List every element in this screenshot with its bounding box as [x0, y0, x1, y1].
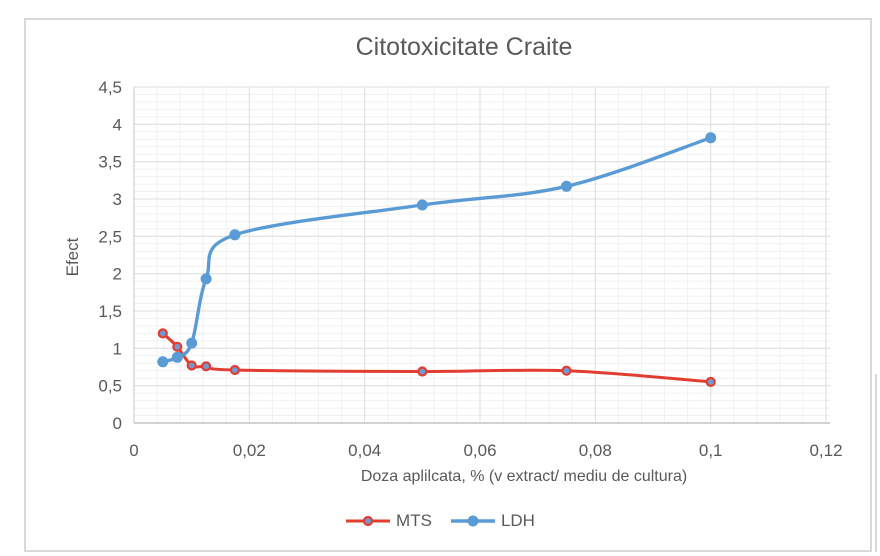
frame-border-fragment	[875, 374, 877, 552]
data-point-marker-ldh	[229, 229, 241, 241]
chart-legend: MTS LDH	[0, 508, 880, 534]
chart-title: Citotoxicitate Craite	[355, 33, 573, 61]
x-tick-label: 0,06	[463, 441, 496, 460]
y-tick-label: 0	[113, 414, 122, 433]
x-tick-label: 0,12	[809, 441, 842, 460]
data-point-marker-mts	[705, 376, 716, 387]
x-tick-label: 0,04	[348, 441, 381, 460]
series-line-ldh	[161, 136, 713, 364]
data-point-marker-ldh	[561, 180, 572, 192]
x-tick-label: 0,02	[233, 441, 266, 460]
y-tick-label: 2,5	[98, 227, 122, 246]
legend-label-mts: MTS	[396, 511, 432, 530]
y-tick-labels: 0 0,5 1 1,5 2 2,5 3 3,5 4 4,5	[98, 78, 122, 433]
data-point-marker-mts	[229, 364, 240, 376]
legend-item-ldh: LDH	[450, 511, 535, 531]
data-point-marker-mts	[157, 328, 168, 339]
data-point-marker-mts	[186, 360, 197, 371]
x-axis-title: Doza aplilcata, % (v extract/ mediu de c…	[360, 468, 688, 485]
data-point-marker-mts	[201, 361, 212, 372]
data-point-marker-ldh	[416, 199, 428, 211]
y-tick-label: 3,5	[98, 153, 122, 172]
y-tick-label: 1	[113, 339, 122, 358]
y-axis-title: Efect	[63, 237, 82, 277]
data-point-marker-ldh	[200, 273, 212, 285]
data-point-marker-mts	[172, 341, 183, 352]
y-tick-label: 4,5	[98, 78, 122, 97]
x-tick-label: 0,1	[699, 441, 723, 460]
y-tick-label: 0,5	[98, 377, 122, 396]
mts-legend-swatch-icon	[346, 515, 391, 527]
legend-label-ldh: LDH	[500, 511, 535, 530]
x-tick-label: 0,08	[579, 441, 612, 460]
y-tick-label: 1,5	[98, 302, 122, 321]
axis-lines	[133, 87, 830, 424]
y-tick-label: 2	[113, 265, 122, 284]
y-tick-label: 4	[113, 115, 122, 134]
data-point-marker-mts	[561, 365, 572, 376]
y-tick-label: 3	[113, 190, 122, 209]
x-tick-label: 0	[129, 441, 138, 460]
data-point-marker-ldh	[157, 356, 169, 368]
ldh-legend-swatch-icon	[450, 515, 495, 527]
data-point-marker-ldh	[171, 351, 183, 363]
chart-frame-border	[24, 18, 872, 552]
legend-item-mts: MTS	[345, 511, 432, 531]
series-lines	[161, 136, 713, 384]
minor-gridlines	[134, 87, 830, 423]
data-point-marker-ldh	[705, 132, 717, 144]
x-tick-labels: 0 0,02 0,04 0,06 0,08 0,1 0,12	[129, 441, 842, 460]
data-point-marker-mts	[417, 366, 428, 377]
series-markers	[157, 132, 717, 387]
data-point-marker-ldh	[186, 337, 198, 349]
